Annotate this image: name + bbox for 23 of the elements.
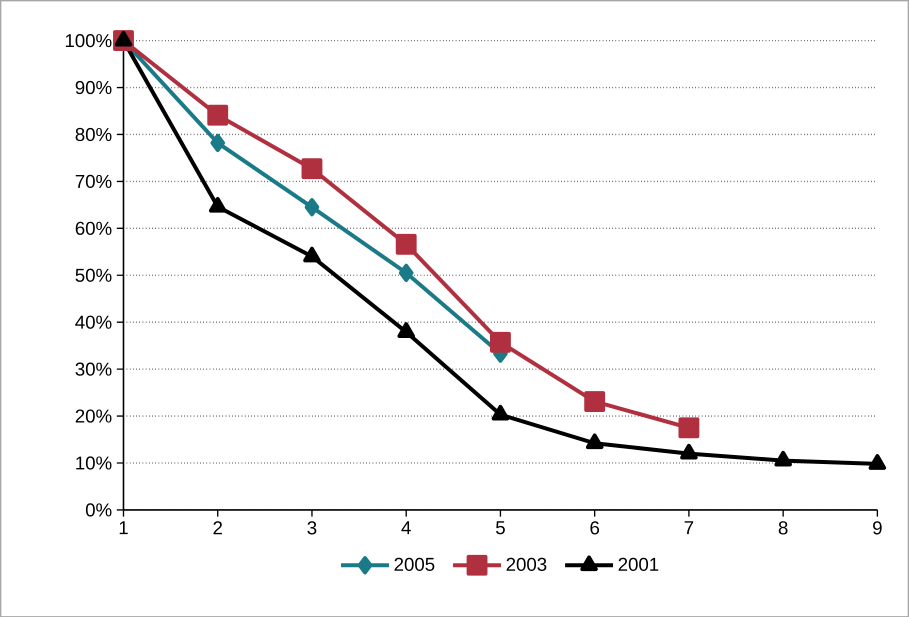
x-tick-label: 8 <box>778 521 788 534</box>
x-tick-label: 9 <box>873 521 882 534</box>
x-tick-label: 3 <box>307 521 316 534</box>
y-tick-label: 50% <box>76 268 112 282</box>
legend-label: 2005 <box>394 558 434 571</box>
y-tick-label: 100% <box>66 34 112 48</box>
x-tick-label: 6 <box>590 521 600 534</box>
legend-label: 2003 <box>506 558 546 571</box>
y-tick-label: 70% <box>76 174 112 188</box>
y-tick-label: 10% <box>76 456 112 470</box>
x-tick-label: 1 <box>120 521 128 534</box>
x-tick-label: 2 <box>213 521 222 534</box>
y-tick-label: 30% <box>76 362 112 376</box>
y-tick-label: 80% <box>76 128 112 141</box>
x-tick-label: 4 <box>401 521 411 534</box>
y-tick-label: 20% <box>76 409 112 422</box>
y-tick-label: 90% <box>76 80 112 94</box>
y-tick-label: 60% <box>76 222 112 235</box>
y-tick-label: 0% <box>86 503 112 516</box>
y-tick-label: 40% <box>75 315 112 329</box>
legend-label: 2001 <box>618 558 658 571</box>
x-tick-label: 7 <box>684 521 694 534</box>
x-tick-label: 5 <box>496 521 505 534</box>
